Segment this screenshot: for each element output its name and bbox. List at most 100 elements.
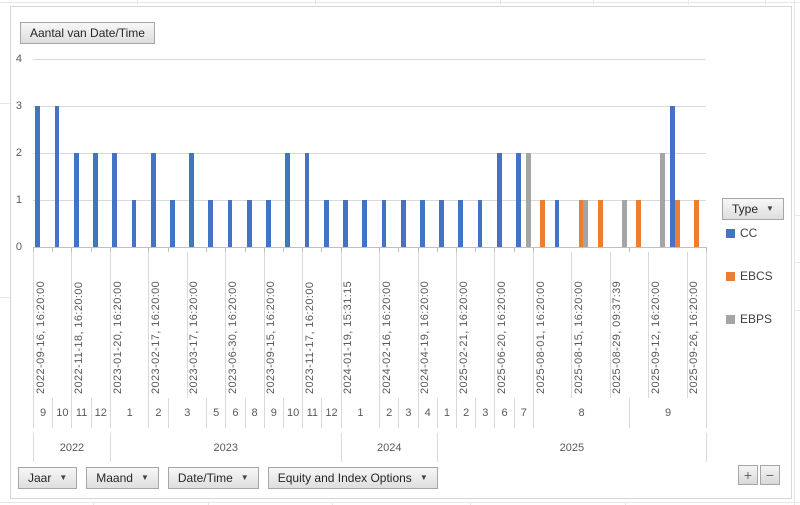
sheet-gridline bbox=[332, 502, 333, 505]
plus-icon: + bbox=[743, 467, 753, 483]
bar-CC bbox=[170, 200, 175, 247]
month-cell: 1 bbox=[340, 398, 379, 428]
bar-CC bbox=[246, 200, 252, 247]
bar-CC bbox=[381, 200, 387, 247]
x-axis-separator bbox=[340, 252, 342, 398]
x-axis-separator bbox=[71, 252, 73, 398]
x-axis-label: 2025-09-12, 16:20:00 bbox=[649, 280, 662, 394]
x-axis-separator bbox=[686, 252, 688, 398]
sheet-gridline bbox=[208, 502, 209, 505]
legend-item-EBPS[interactable]: EBPS bbox=[726, 312, 773, 326]
sheet-gridline bbox=[500, 0, 501, 5]
bar-CC bbox=[189, 153, 195, 247]
axis-tick bbox=[263, 247, 265, 252]
x-axis-label: 2025-08-15, 16:20:00 bbox=[573, 280, 585, 394]
sheet-gridline bbox=[688, 0, 689, 5]
axis-tick bbox=[398, 247, 400, 252]
x-axis-label: 2023-09-15, 16:20:00 bbox=[265, 280, 278, 394]
month-cell: 9 bbox=[33, 398, 52, 428]
month-cell: 3 bbox=[167, 398, 206, 428]
field-button-date-time[interactable]: Date/Time ▼ bbox=[167, 467, 259, 489]
month-cell: 3 bbox=[398, 398, 417, 428]
bar-CC bbox=[304, 153, 310, 247]
x-axis-label: 2025-02-21, 16:20:00 bbox=[457, 280, 470, 394]
year-cell: 2024 bbox=[340, 433, 437, 462]
axis-tick bbox=[456, 247, 458, 252]
legend-swatch-icon bbox=[726, 228, 735, 238]
x-axis-label: 2023-02-17, 16:20:00 bbox=[149, 280, 162, 394]
month-row-end bbox=[706, 398, 707, 428]
axis-field-buttons: Jaar ▼ Maand ▼ Date/Time ▼ Equity and Index Op… bbox=[18, 467, 438, 489]
month-cell: 12 bbox=[321, 398, 340, 428]
month-cell: 8 bbox=[244, 398, 264, 428]
axis-tick bbox=[244, 247, 246, 252]
expand-field-button[interactable]: + bbox=[738, 465, 758, 485]
legend-item-label: EBCS bbox=[740, 269, 773, 283]
bar-CC bbox=[112, 153, 118, 247]
bar-CC bbox=[227, 200, 233, 247]
axis-tick bbox=[340, 247, 342, 252]
year-cell: 2022 bbox=[33, 433, 110, 462]
x-axis-label: 2025-09-26, 16:20:00 bbox=[688, 280, 701, 394]
gridline bbox=[33, 200, 706, 201]
chevron-down-icon: ▼ bbox=[140, 473, 149, 482]
bar-CC bbox=[439, 200, 444, 247]
legend: CC EBCS EBPS bbox=[726, 226, 773, 326]
collapse-field-button[interactable]: − bbox=[760, 465, 780, 485]
bar-CC bbox=[35, 106, 41, 247]
x-axis-separator bbox=[148, 252, 150, 398]
bar-EBCS bbox=[597, 200, 603, 247]
month-cell: 10 bbox=[52, 398, 71, 428]
bar-CC bbox=[362, 200, 368, 247]
bar-CC bbox=[496, 153, 502, 247]
month-cell: 2 bbox=[148, 398, 167, 428]
month-cell: 12 bbox=[90, 398, 110, 428]
legend-item-EBCS[interactable]: EBCS bbox=[726, 269, 773, 283]
gridline bbox=[33, 153, 706, 154]
x-axis-separator bbox=[417, 252, 419, 398]
legend-item-label: CC bbox=[740, 226, 758, 240]
sheet-gridline bbox=[765, 0, 766, 5]
bar-CC bbox=[150, 153, 156, 247]
bar-CC bbox=[554, 200, 560, 247]
sheet-gridline bbox=[794, 215, 800, 216]
field-button-label: Date/Time bbox=[177, 471, 233, 485]
axis-tick bbox=[436, 247, 438, 252]
values-field-button[interactable]: Aantal van Date/Time bbox=[20, 22, 155, 44]
month-cell: 2 bbox=[456, 398, 475, 428]
bar-EBPS bbox=[621, 200, 627, 247]
axis-tick bbox=[33, 247, 34, 252]
field-button-equity-and-index-options[interactable]: Equity and Index Options ▼ bbox=[267, 467, 438, 489]
field-button-jaar[interactable]: Jaar ▼ bbox=[18, 467, 78, 489]
sheet-gridline bbox=[0, 297, 10, 298]
year-cell: 2025 bbox=[436, 433, 706, 462]
bar-CC bbox=[266, 200, 271, 247]
field-button-maand[interactable]: Maand ▼ bbox=[86, 467, 159, 489]
x-axis-separator bbox=[109, 252, 111, 398]
axis-tick bbox=[321, 247, 323, 252]
x-axis-label: 2024-02-16, 16:20:00 bbox=[380, 280, 393, 394]
month-cell: 11 bbox=[71, 398, 90, 428]
x-axis-label: 2025-08-29, 09:37:39 bbox=[611, 280, 624, 394]
legend-field-button[interactable]: Type ▼ bbox=[722, 198, 784, 220]
x-axis-separator bbox=[648, 252, 650, 398]
bar-EBCS bbox=[636, 200, 642, 247]
legend-field-label: Type bbox=[732, 202, 759, 216]
axis-tick bbox=[417, 247, 419, 252]
month-cell: 3 bbox=[475, 398, 494, 428]
axis-tick bbox=[71, 247, 73, 252]
x-axis-label: 2023-06-30, 16:20:00 bbox=[226, 280, 239, 394]
field-button-label: Jaar bbox=[28, 471, 52, 485]
bar-EBCS bbox=[578, 200, 584, 247]
axis-tick bbox=[52, 247, 54, 252]
bar-CC bbox=[54, 106, 60, 247]
axis-tick bbox=[706, 247, 707, 252]
bar-CC bbox=[419, 200, 425, 247]
x-axis-separator bbox=[379, 252, 381, 398]
y-tick-label: 0 bbox=[15, 241, 22, 253]
month-cell: 11 bbox=[302, 398, 321, 428]
legend-item-CC[interactable]: CC bbox=[726, 226, 773, 240]
bar-CC bbox=[73, 153, 79, 247]
x-axis-label: 2025-06-20, 16:20:00 bbox=[496, 280, 509, 394]
sheet-gridline bbox=[794, 0, 795, 505]
